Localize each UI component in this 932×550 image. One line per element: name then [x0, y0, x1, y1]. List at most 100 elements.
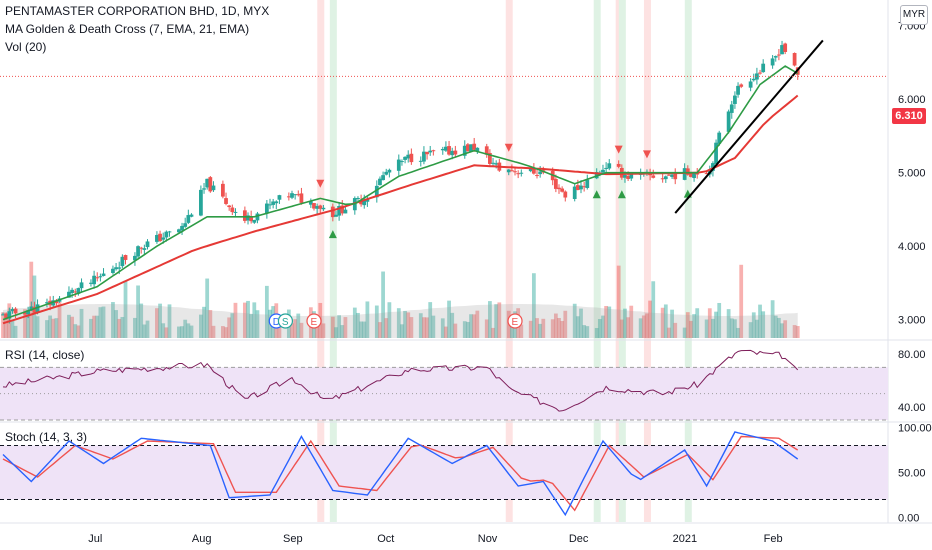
volume-bar	[57, 302, 62, 338]
time-axis-tick: Nov	[478, 533, 498, 545]
candle	[290, 193, 294, 198]
candle	[510, 170, 514, 172]
candle	[296, 194, 301, 196]
volume-bar	[290, 323, 294, 338]
volume-bar	[692, 314, 696, 338]
volume-bar	[384, 318, 389, 338]
event-marker-e	[306, 313, 322, 329]
candle	[777, 54, 781, 56]
candle	[531, 167, 536, 174]
volume-bar	[425, 317, 429, 338]
candle	[136, 246, 140, 257]
candle	[604, 167, 609, 169]
volume-bar	[428, 302, 433, 338]
volume-bar	[553, 313, 558, 338]
volume-bar	[736, 327, 740, 338]
cross-band-death-6	[643, 0, 651, 522]
volume-bar	[462, 321, 467, 338]
volume-bar	[92, 315, 96, 338]
candle	[227, 205, 232, 208]
candle	[469, 144, 473, 152]
candle	[726, 111, 731, 132]
volume-bar	[400, 324, 404, 338]
rsi-line	[2, 349, 799, 412]
candle	[409, 153, 414, 163]
candle	[293, 194, 298, 196]
candle	[761, 63, 766, 73]
volume-bar	[717, 302, 722, 338]
candle	[26, 310, 31, 315]
volume-bar	[89, 318, 93, 338]
volume-bar	[783, 320, 788, 338]
volume-bar	[667, 327, 671, 338]
volume-bar	[76, 325, 81, 338]
candle	[484, 146, 489, 155]
volume-bar	[73, 324, 78, 338]
volume-bar	[35, 316, 40, 338]
candle	[506, 169, 511, 173]
candle	[403, 156, 407, 160]
candle	[145, 241, 150, 248]
candle	[205, 178, 210, 188]
event-marker-e	[507, 313, 523, 329]
time-axis-tick: Feb	[764, 533, 783, 545]
candle	[729, 104, 734, 113]
volume-bar	[315, 323, 320, 338]
candle	[32, 306, 37, 313]
volume-bar	[343, 317, 348, 338]
candle	[450, 150, 455, 156]
candle	[695, 173, 700, 175]
volume-bar	[120, 316, 125, 338]
candle	[711, 163, 715, 171]
volume-bar	[365, 301, 370, 338]
volume-bar	[594, 327, 599, 338]
volume-bar	[334, 327, 338, 338]
volume-bar	[177, 326, 181, 338]
candle	[67, 291, 71, 298]
candle	[563, 191, 568, 198]
volume-bar	[227, 317, 232, 338]
volume-bar	[161, 323, 166, 338]
candle	[89, 282, 93, 284]
ema-fast-line	[2, 65, 799, 321]
volume-bar	[117, 318, 122, 338]
volume-bar	[79, 308, 84, 338]
candle	[76, 288, 81, 294]
volume-bar	[202, 306, 206, 338]
candle	[274, 201, 279, 204]
rsi-axis-tick: 40.00	[898, 402, 926, 414]
volume-bar	[682, 327, 687, 338]
volume-bar	[403, 310, 407, 338]
candle	[13, 308, 18, 314]
candle	[472, 143, 477, 150]
volume-bar	[51, 318, 56, 338]
volume-bar	[597, 319, 602, 338]
volume-bar	[484, 319, 489, 338]
volume-bar	[535, 318, 539, 338]
death-cross-arrow	[642, 150, 651, 159]
candle	[161, 237, 166, 240]
volume-bar	[780, 323, 784, 338]
volume-bar	[98, 307, 103, 338]
volume-bar	[444, 326, 448, 338]
candle	[579, 185, 583, 190]
candle	[255, 213, 260, 221]
candle	[704, 173, 709, 175]
candle	[663, 176, 668, 180]
volume-bar	[422, 317, 426, 338]
volume-bar	[406, 312, 411, 338]
volume-bar	[45, 320, 49, 338]
candle	[519, 172, 524, 174]
candle	[114, 267, 118, 270]
cross-band-golden-1	[329, 0, 337, 522]
volume-bar	[374, 305, 379, 338]
volume-bar	[626, 317, 630, 338]
volume-bar	[733, 319, 737, 338]
currency-button[interactable]: MYR	[900, 5, 928, 25]
candle	[186, 215, 191, 223]
candle	[1, 314, 5, 316]
candle	[431, 150, 436, 152]
candle	[374, 185, 379, 198]
candle	[117, 267, 122, 269]
